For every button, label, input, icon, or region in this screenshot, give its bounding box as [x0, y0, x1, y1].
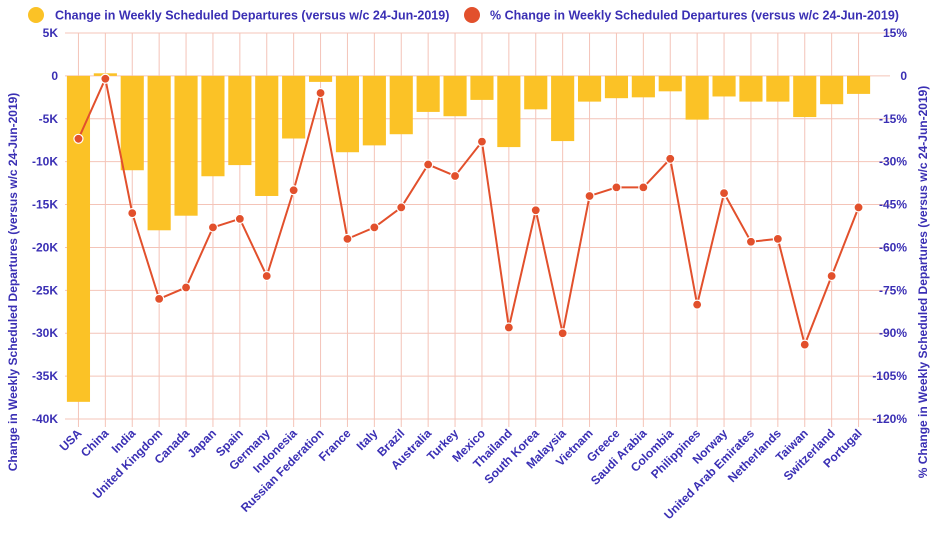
left-tick-label: -30K: [32, 326, 58, 340]
bar-india: [120, 75, 144, 171]
line-point-indonesia: [288, 185, 299, 196]
left-tick-label: 0: [51, 69, 58, 83]
legend: Change in Weekly Scheduled Departures (v…: [28, 7, 899, 23]
left-tick-label: -35K: [32, 369, 58, 383]
line-point-netherlands: [772, 233, 783, 244]
right-tick-label: -45%: [879, 198, 907, 212]
bar-thailand: [497, 75, 521, 148]
line-point-usa: [73, 133, 84, 144]
line-point-france: [342, 233, 353, 244]
legend-bar-swatch: [28, 7, 44, 23]
bar-taiwan: [793, 75, 817, 118]
line-point-saudi-arabia: [638, 182, 649, 193]
left-tick-label: -10K: [32, 155, 58, 169]
bar-italy: [362, 75, 386, 146]
bar-united-kingdom: [147, 75, 171, 231]
line-point-south-korea: [530, 205, 541, 216]
right-tick-label: -60%: [879, 240, 907, 254]
line-point-spain: [234, 213, 245, 224]
line-point-malaysia: [557, 328, 568, 339]
bar-canada: [174, 75, 198, 216]
line-point-australia: [423, 159, 434, 170]
bar-south-korea: [524, 75, 548, 110]
category-label: China: [78, 426, 112, 460]
line-point-colombia: [665, 153, 676, 164]
line-series: [73, 73, 864, 350]
bar-indonesia: [282, 75, 306, 139]
left-axis-title: Change in Weekly Scheduled Departures (v…: [6, 93, 20, 472]
line-point-switzerland: [826, 270, 837, 282]
line-point-russian-federation: [315, 87, 326, 99]
line-point-brazil: [396, 202, 407, 213]
line-point-vietnam: [584, 190, 595, 202]
bar-brazil: [389, 75, 413, 135]
line-point-japan: [207, 222, 219, 233]
bar-series: [66, 73, 871, 402]
right-tick-label: -15%: [879, 112, 907, 126]
line-point-thailand: [503, 322, 514, 333]
bar-netherlands: [766, 75, 790, 102]
left-tick-label: -20K: [32, 240, 58, 254]
bar-vietnam: [577, 75, 602, 102]
line-point-italy: [369, 222, 380, 233]
right-axis-title: % Change in Weekly Scheduled Departures …: [916, 86, 930, 479]
line-point-china: [100, 73, 111, 84]
line-point-india: [127, 208, 138, 219]
left-tick-label: -40K: [32, 412, 58, 426]
bar-united-arab-emirates: [739, 75, 763, 102]
right-tick-label: 15%: [883, 26, 907, 40]
bar-norway: [712, 75, 736, 97]
bar-spain: [228, 75, 252, 166]
line-point-canada: [180, 282, 192, 293]
bar-turkey: [443, 75, 467, 117]
legend-bar-label: Change in Weekly Scheduled Departures (v…: [55, 9, 449, 23]
bar-mexico: [470, 75, 494, 100]
left-tick-label: 5K: [43, 26, 59, 40]
right-axis-ticks: 15% 0 -15% -30% -45% -60% -75% -90% -105% -120%: [872, 26, 907, 426]
bar-japan: [201, 75, 225, 177]
left-axis-ticks: 5K 0 -5K -10K -15K -20K -25K -30K -35K -40K: [32, 26, 58, 426]
left-tick-label: -25K: [32, 283, 58, 297]
right-tick-label: -120%: [872, 412, 907, 426]
line-path: [77, 75, 860, 348]
bar-malaysia: [551, 75, 575, 142]
line-point-greece: [611, 182, 622, 193]
right-tick-label: 0: [900, 69, 907, 83]
line-point-philippines: [692, 299, 703, 310]
line-point-taiwan: [799, 339, 810, 350]
right-tick-label: -30%: [879, 155, 907, 169]
bar-greece: [604, 75, 629, 99]
line-point-germany: [261, 270, 272, 282]
legend-line-swatch: [464, 7, 480, 23]
left-tick-label: -15K: [32, 198, 58, 212]
legend-line-label: % Change in Weekly Scheduled Departures …: [490, 9, 899, 23]
bar-philippines: [685, 75, 709, 120]
bar-france: [335, 75, 360, 153]
line-point-norway: [718, 188, 730, 199]
bar-portugal: [846, 75, 871, 94]
bar-colombia: [658, 75, 682, 92]
line-point-turkey: [449, 170, 461, 182]
category-label: Japan: [185, 426, 219, 460]
line-point-united-arab-emirates: [745, 236, 757, 247]
line-point-mexico: [476, 136, 488, 147]
left-tick-label: -5K: [39, 112, 59, 126]
line-point-united-kingdom: [154, 293, 165, 305]
bar-russian-federation: [308, 75, 333, 82]
line-point-portugal: [853, 202, 864, 213]
right-tick-label: -90%: [879, 326, 907, 340]
bar-usa: [66, 75, 91, 402]
bar-australia: [416, 75, 440, 112]
bar-switzerland: [820, 75, 844, 105]
bar-germany: [255, 75, 279, 196]
right-tick-label: -105%: [872, 369, 907, 383]
bar-saudi-arabia: [631, 75, 655, 98]
right-tick-label: -75%: [879, 283, 907, 297]
